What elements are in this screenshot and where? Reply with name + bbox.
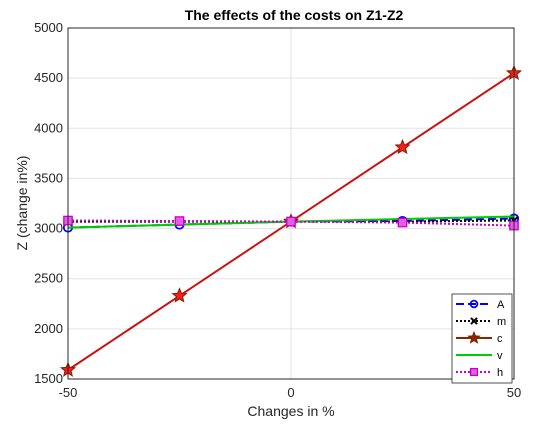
- data-point: [171, 287, 188, 303]
- y-tick-label: 3000: [34, 221, 63, 236]
- data-point: [467, 330, 481, 344]
- y-tick-label: 1500: [34, 371, 63, 386]
- legend-label: v: [497, 350, 503, 362]
- data-point: [469, 367, 479, 377]
- y-tick-labels: 1500 2000 2500 3000 3500 4000 4500 5000: [34, 20, 63, 386]
- legend-label: m: [497, 316, 506, 328]
- plot-frame: [67, 27, 515, 380]
- y-tick-label: 4000: [34, 120, 63, 135]
- data-point: [286, 216, 296, 227]
- legend-label: c: [497, 333, 503, 345]
- legend-item-m: m: [456, 316, 506, 328]
- legend-item-h: h: [456, 367, 503, 379]
- y-tick-label: 4500: [34, 70, 63, 85]
- legend-label: A: [497, 299, 505, 311]
- y-tick-label: 2500: [34, 271, 63, 286]
- chart-title: The effects of the costs on Z1-Z2: [185, 7, 404, 23]
- legend-item-v: v: [456, 350, 503, 362]
- x-axis-label: Changes in %: [247, 403, 334, 419]
- legend-item-A: A: [456, 299, 505, 311]
- x-tick-label: 0: [287, 385, 294, 400]
- data-point: [397, 217, 408, 228]
- legend-item-c: c: [456, 330, 503, 345]
- legend-label: h: [497, 367, 503, 379]
- y-tick-label: 2000: [34, 321, 63, 336]
- data-point: [469, 299, 479, 309]
- x-tick-label: -50: [59, 385, 78, 400]
- data-point: [470, 317, 478, 325]
- x-tick-labels: -50 0 50: [59, 385, 522, 400]
- y-tick-label: 3500: [34, 170, 63, 185]
- x-tick-label: 50: [507, 385, 521, 400]
- y-tick-label: 5000: [34, 20, 63, 35]
- data-point: [174, 216, 185, 226]
- y-axis-label: Z (change in%): [14, 156, 30, 251]
- data-point: [394, 138, 411, 155]
